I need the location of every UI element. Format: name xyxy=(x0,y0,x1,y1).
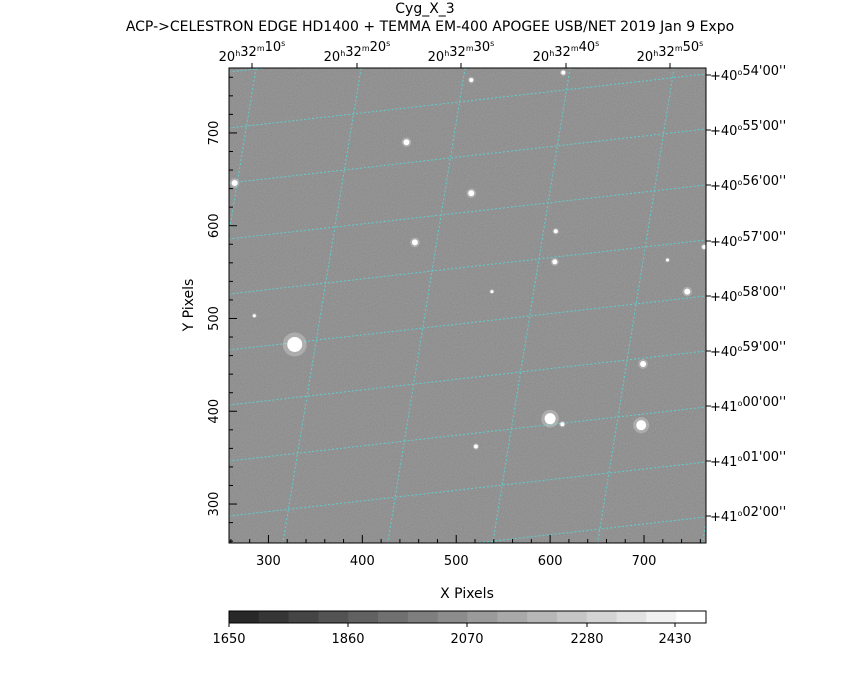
colorbar-label: 2070 xyxy=(450,632,483,647)
colorbar-segment xyxy=(586,611,618,623)
star xyxy=(403,139,410,146)
colorbar-segment xyxy=(556,611,588,623)
dec-tick-label: +41o02'00'' xyxy=(710,505,786,525)
star xyxy=(468,190,475,197)
dec-tick-label: +40o57'00'' xyxy=(710,230,786,250)
x-tick-label: 400 xyxy=(350,554,375,569)
star xyxy=(636,420,647,431)
dec-tick-label: +40o58'00'' xyxy=(710,285,786,305)
star xyxy=(702,245,706,250)
colorbar-segment xyxy=(229,611,260,623)
colorbar-segment xyxy=(318,611,349,623)
star-field xyxy=(229,69,706,450)
image-frame xyxy=(228,67,707,544)
star xyxy=(684,288,691,295)
ra-grid-line xyxy=(798,8,850,603)
y-tick-label: 600 xyxy=(207,213,222,238)
colorbar-segment xyxy=(407,611,439,623)
x-tick-label: 600 xyxy=(538,554,563,569)
colorbar xyxy=(228,610,707,624)
star xyxy=(469,78,474,83)
y-axis-label: Y Pixels xyxy=(181,279,197,333)
dec-tick-label: +41o00'00'' xyxy=(710,395,786,415)
star xyxy=(552,259,558,265)
colorbar-label: 1860 xyxy=(331,632,364,647)
ra-tick-label: 20h32m40s xyxy=(533,39,600,65)
dec-tick-label: +40o59'00'' xyxy=(710,340,786,360)
ra-tick-label: 20h32m20s xyxy=(324,39,391,65)
ra-tick-label: 20h32m50s xyxy=(637,39,704,65)
coordinate-grid xyxy=(229,8,850,603)
dec-grid-line xyxy=(229,350,706,406)
ra-axis: 20h32m10s 20h32m20s 20h32m30s 20h32m40s 20h3… xyxy=(219,39,704,68)
y-tick-label: 400 xyxy=(207,399,222,424)
star xyxy=(287,336,303,352)
colorbar-segment xyxy=(258,611,290,623)
dec-tick-label: +40o55'00'' xyxy=(710,119,786,139)
colorbar-labels: 1650 1860 2070 2280 2430 xyxy=(212,623,692,647)
x-tick-label: 500 xyxy=(444,554,469,569)
star xyxy=(544,413,556,425)
y-tick-label: 700 xyxy=(207,121,222,146)
star xyxy=(231,180,238,187)
star xyxy=(252,314,256,318)
dec-grid-line xyxy=(229,295,706,351)
colorbar-segment xyxy=(527,611,558,623)
dec-tick-label: +41o01'00'' xyxy=(710,450,786,470)
object-title: Cyg_X_3 xyxy=(395,1,455,17)
colorbar-segment xyxy=(616,611,647,623)
dec-grid-line xyxy=(229,128,706,184)
ra-grid-line xyxy=(597,68,675,543)
dec-grid-line xyxy=(229,406,706,462)
x-tick-label: 300 xyxy=(256,554,281,569)
ra-tick-label: 20h32m30s xyxy=(428,39,495,65)
star xyxy=(666,258,670,262)
colorbar-segment xyxy=(288,611,319,623)
image-subtitle: ACP->CELESTRON EDGE HD1400 + TEMMA EM-40… xyxy=(125,19,735,35)
x-axis-label: X Pixels xyxy=(440,586,494,602)
y-tick-label: 500 xyxy=(207,306,222,331)
x-tick-label: 700 xyxy=(632,554,657,569)
star xyxy=(411,239,418,246)
dec-grid-line xyxy=(229,73,706,129)
star xyxy=(640,360,647,367)
colorbar-label: 1650 xyxy=(212,632,245,647)
y-tick-label: 300 xyxy=(207,492,222,517)
ra-grid-line xyxy=(387,68,466,543)
colorbar-segment xyxy=(676,611,707,623)
colorbar-segment xyxy=(378,611,409,623)
dec-grid-line xyxy=(471,516,706,543)
dec-axis: +40o54'00'' +40o55'00'' +40o56'00'' +40o57'… xyxy=(706,64,786,525)
dec-tick-label: +40o54'00'' xyxy=(710,64,786,84)
sky-image xyxy=(229,68,706,543)
ra-tick-label: 20h32m10s xyxy=(219,39,286,65)
dec-tick-label: +40o56'00'' xyxy=(710,174,786,194)
ra-grid-line xyxy=(492,68,571,543)
star xyxy=(561,70,566,75)
dec-grid-line xyxy=(229,239,706,295)
colorbar-label: 2280 xyxy=(570,632,603,647)
dec-grid-line xyxy=(229,461,706,517)
colorbar-segment xyxy=(497,611,528,623)
star xyxy=(553,229,558,234)
colorbar-segment xyxy=(646,611,677,623)
star xyxy=(473,444,478,449)
dec-grid-line xyxy=(229,184,706,240)
colorbar-label: 2430 xyxy=(658,632,691,647)
colorbar-segment xyxy=(348,611,379,623)
star xyxy=(490,290,494,294)
y-axis: 300 400 500 600 700 xyxy=(207,76,237,542)
colorbar-segment xyxy=(467,611,498,623)
star xyxy=(560,422,565,427)
ra-grid-line xyxy=(282,68,362,543)
x-axis: 300 400 500 600 700 xyxy=(230,535,701,569)
colorbar-segment xyxy=(437,611,468,623)
